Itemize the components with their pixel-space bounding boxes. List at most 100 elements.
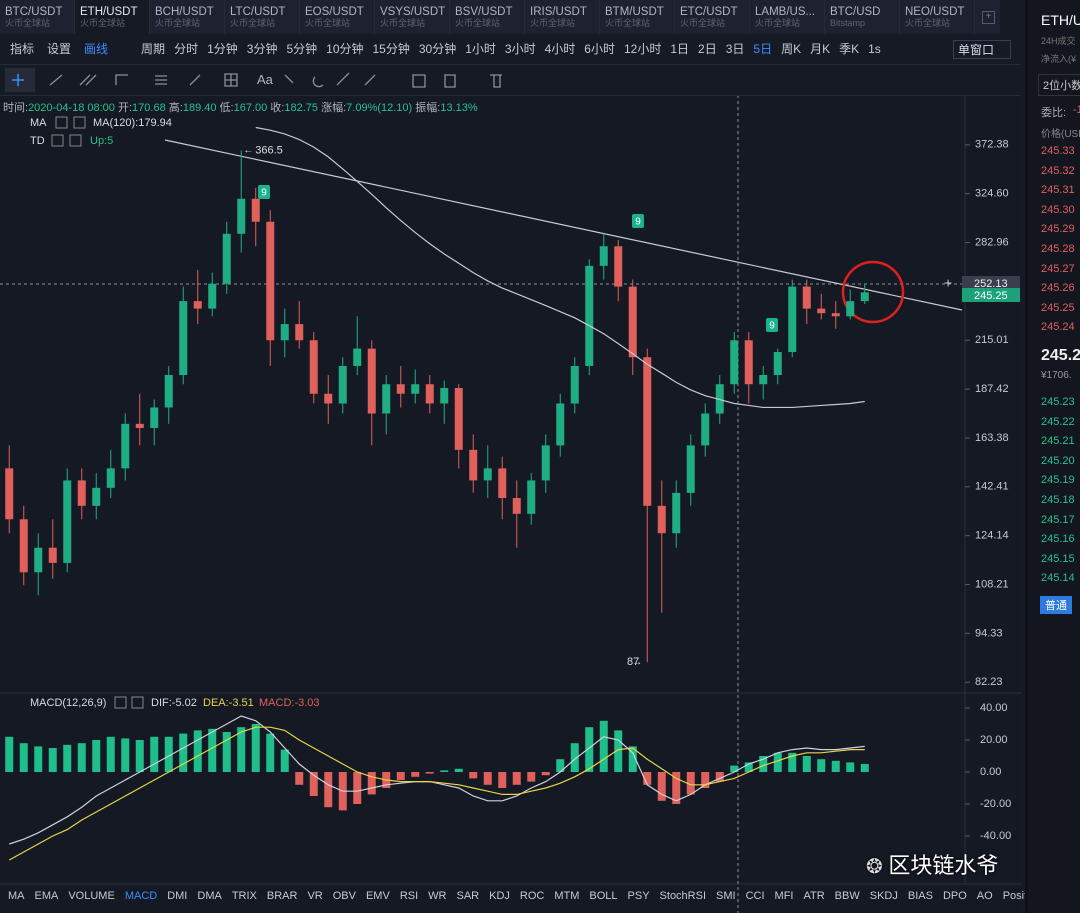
period-button[interactable]: 12小时 xyxy=(623,42,662,56)
add-tab[interactable]: + xyxy=(982,11,995,24)
indicator-button[interactable]: ROC xyxy=(519,890,545,902)
indicator-button[interactable]: VR xyxy=(307,890,323,902)
period-button[interactable]: 2日 xyxy=(698,42,717,56)
indicator-button[interactable]: OBV xyxy=(332,890,356,902)
tab[interactable]: BTC/USD Bitstamp xyxy=(825,0,900,34)
indicator-button[interactable]: CCI xyxy=(745,890,765,902)
indicator-button[interactable]: StochRSI xyxy=(659,890,707,902)
period-button[interactable]: 6小时 xyxy=(584,42,615,56)
indicator-button[interactable]: RSI xyxy=(399,890,419,902)
candle-body xyxy=(599,246,608,266)
macd-bar xyxy=(512,772,521,785)
period-button[interactable]: 15分钟 xyxy=(372,42,410,56)
tab[interactable]: LTC/USDT 火币全球站 xyxy=(225,0,300,34)
indicator-button[interactable]: TRIX xyxy=(231,890,257,902)
candle-body xyxy=(251,198,260,222)
period-button[interactable]: 5分钟 xyxy=(286,42,318,56)
indicator-button[interactable]: MFI xyxy=(774,890,794,902)
tab[interactable]: LAMB/US... 火币全球站 xyxy=(750,0,825,34)
candle-body xyxy=(701,413,710,446)
tab[interactable]: BTC/USDT 火币全球站 xyxy=(0,0,75,34)
tab[interactable]: NEO/USDT 火币全球站 xyxy=(900,0,975,34)
drawing-tools: Aa xyxy=(0,64,1020,96)
period-button[interactable]: 4小时 xyxy=(544,42,576,56)
candle-body xyxy=(628,286,637,358)
candle-body xyxy=(19,519,28,573)
indicator-button[interactable]: DPO xyxy=(942,890,967,902)
period-button[interactable]: 月K xyxy=(810,42,831,56)
macd-bar xyxy=(237,727,246,772)
toolbar-button[interactable]: 设置 xyxy=(47,42,72,56)
tab[interactable]: ETH/USDT 火币全球站 xyxy=(75,0,150,34)
info-label: 低: xyxy=(219,102,234,114)
indicator-button[interactable]: KDJ xyxy=(489,890,510,902)
td-label: 9 xyxy=(261,188,267,199)
macd-bar xyxy=(48,748,57,772)
indicator-button[interactable]: SKDJ xyxy=(869,890,898,902)
macd-bar xyxy=(222,732,231,772)
order-book-text: 245.32 xyxy=(1041,164,1075,177)
period-button[interactable]: 季K xyxy=(839,42,860,56)
indicator-button[interactable]: SAR xyxy=(456,890,480,902)
info-value: 167.00 xyxy=(233,102,268,114)
indicator-button[interactable]: SMI xyxy=(716,890,736,902)
period-button[interactable]: 1分钟 xyxy=(207,42,238,56)
order-book-text: 24H成交 xyxy=(1041,36,1076,46)
indicator-button[interactable]: MACD xyxy=(124,890,158,902)
period-button[interactable]: 30分钟 xyxy=(418,42,457,56)
order-book-text: 245.15 xyxy=(1041,552,1075,565)
macd-bar xyxy=(34,746,43,772)
text-tool[interactable]: Aa xyxy=(257,72,273,87)
candle-body xyxy=(802,286,811,309)
tab[interactable]: VSYS/USDT 火币全球站 xyxy=(375,0,450,34)
tab[interactable]: EOS/USDT 火币全球站 xyxy=(300,0,375,34)
tab[interactable]: ETC/USDT 火币全球站 xyxy=(675,0,750,34)
period-button[interactable]: 3分钟 xyxy=(246,42,278,56)
period-button[interactable]: 3日 xyxy=(725,42,745,56)
indicator-button[interactable]: MTM xyxy=(554,890,580,902)
y-tick-label: 282.96 xyxy=(975,236,1009,248)
period-button[interactable]: 周期 xyxy=(141,42,166,56)
candle-body xyxy=(353,348,362,366)
indicator-button[interactable]: WR xyxy=(428,890,447,902)
y-tick-label: 187.42 xyxy=(975,383,1009,395)
indicator-button[interactable]: DMA xyxy=(197,890,222,902)
symbol-tabs: BTC/USDT 火币全球站 ETH/USDT 火币全球站 BCH/USDT 火币全球站 L… xyxy=(0,0,1000,34)
period-button[interactable]: 分时 xyxy=(174,42,199,56)
indicator-button[interactable]: VOLUME xyxy=(68,890,115,902)
indicator-button[interactable]: BRAR xyxy=(266,890,298,902)
indicator-button[interactable]: MA xyxy=(8,890,25,902)
period-button[interactable]: 10分钟 xyxy=(326,42,364,56)
tab[interactable]: BCH/USDT 火币全球站 xyxy=(150,0,225,34)
crosshair-tool[interactable] xyxy=(12,74,24,86)
period-button[interactable]: 1日 xyxy=(670,42,690,56)
indicator-button[interactable]: EMA xyxy=(34,890,59,902)
order-book-text: 委比: xyxy=(1041,107,1067,119)
indicator-button[interactable]: AO xyxy=(976,890,993,902)
tab[interactable]: IRIS/USDT 火币全球站 xyxy=(525,0,600,34)
toolbar-button[interactable]: 画线 xyxy=(84,42,109,56)
period-button[interactable]: 周K xyxy=(781,42,802,56)
period-button[interactable]: 1s xyxy=(868,42,881,56)
wechat-icon: ❂ xyxy=(866,856,889,878)
window-select[interactable]: 单窗口 xyxy=(953,40,1011,59)
td-label: 9 xyxy=(769,321,775,332)
period-button[interactable]: 5日 xyxy=(753,42,773,56)
toolbar-button[interactable]: 指标 xyxy=(10,42,35,56)
period-button[interactable]: 3小时 xyxy=(504,42,536,56)
indicator-button[interactable]: BIAS xyxy=(907,890,933,902)
indicator-button[interactable]: DMI xyxy=(167,890,188,902)
tab-symbol: LAMB/US... xyxy=(755,6,816,18)
tool-glyphs[interactable] xyxy=(49,72,502,88)
indicator-button[interactable]: PSY xyxy=(627,890,650,902)
tab[interactable]: BSV/USDT 火币全球站 xyxy=(450,0,525,34)
tab[interactable]: BTM/USDT 火币全球站 xyxy=(600,0,675,34)
indicator-button[interactable]: BBW xyxy=(834,890,860,902)
period-button[interactable]: 1小时 xyxy=(465,42,496,56)
indicator-button[interactable]: EMV xyxy=(365,890,390,902)
order-book-text: 245.2 xyxy=(1041,347,1080,364)
indicator-button[interactable]: ATR xyxy=(803,890,825,902)
tab-exchange: Bitstamp xyxy=(830,18,866,28)
macd-bar xyxy=(5,736,14,772)
indicator-button[interactable]: BOLL xyxy=(589,890,618,902)
